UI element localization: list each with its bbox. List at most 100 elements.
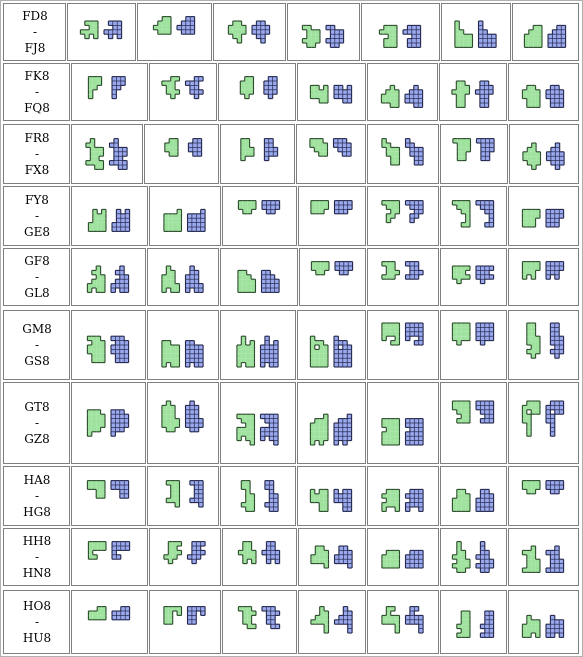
polyomino-pair-icon [439, 63, 507, 121]
polyomino-pair-icon [220, 466, 296, 526]
polyomino-pair-icon [367, 528, 439, 586]
piece-cell [440, 310, 507, 380]
piece-cell [508, 528, 579, 586]
piece-cell [222, 528, 297, 586]
row-label-from: FR8 [25, 131, 50, 145]
row-label-to: HG8 [23, 505, 51, 519]
polyomino-pair-icon [367, 466, 439, 526]
row-label-separator: - [35, 489, 39, 503]
polyomino-pair-icon [144, 124, 219, 184]
row-label-to: FJ8 [25, 41, 46, 55]
piece-cell [213, 3, 286, 61]
polyomino-pair-icon [220, 124, 295, 184]
polyomino-pair-icon [71, 528, 148, 586]
piece-cell [222, 186, 297, 246]
polyomino-pair-icon [298, 590, 366, 654]
polyomino-pair-icon [367, 63, 438, 121]
row-label-cell [3, 124, 70, 184]
piece-cell [71, 590, 148, 654]
polyomino-pair-icon [297, 310, 366, 380]
piece-cell [287, 3, 360, 61]
polyomino-pair-icon [298, 528, 366, 586]
row-label-from: GT8 [24, 400, 49, 414]
polyomino-pair-icon [71, 466, 146, 526]
polyomino-pair-icon [218, 63, 296, 121]
row-label-separator: - [35, 209, 39, 223]
table-row: GM8 - GS8 [3, 310, 579, 380]
polyomino-pair-icon [149, 590, 221, 654]
piece-cell [298, 590, 366, 654]
row-label-from: GM8 [22, 322, 52, 336]
piece-cell [147, 310, 219, 380]
polyomino-pair-icon [440, 590, 507, 654]
row-label-to: FX8 [25, 163, 50, 177]
piece-cell [220, 124, 295, 184]
table-row: FR8 - FX8 [3, 124, 579, 184]
piece-cell [298, 186, 366, 246]
polyomino-pair-icon [440, 466, 507, 526]
table-row: HH8 - HN8 [3, 528, 579, 586]
polyomino-pair-icon [296, 124, 366, 184]
piece-cell [367, 590, 439, 654]
piece-cell [296, 124, 366, 184]
piece-cell [220, 310, 296, 380]
piece-cell [297, 466, 366, 526]
piece-cell [71, 528, 148, 586]
piece-cell [508, 310, 579, 380]
piece-cell [509, 124, 579, 184]
polyomino-pair-icon [440, 124, 508, 184]
polyomino-pair-icon [508, 590, 579, 654]
row-label-to: GL8 [24, 286, 49, 300]
piece-cell [149, 590, 221, 654]
polyomino-pair-icon [297, 466, 366, 526]
piece-cell [147, 382, 219, 464]
piece-cell [71, 466, 146, 526]
row-label-cell [3, 382, 70, 464]
polyomino-pair-icon [149, 186, 221, 246]
polyomino-pair-icon [508, 186, 579, 246]
polyomino-pair-icon [508, 466, 579, 526]
piece-cell [297, 63, 366, 121]
piece-cell [71, 186, 148, 246]
polyomino-pair-icon [147, 382, 219, 464]
polyomino-pair-icon [361, 3, 440, 61]
row-label-cell [3, 186, 70, 246]
piece-cell [440, 528, 507, 586]
piece-cell [149, 186, 221, 246]
piece-cell [67, 3, 136, 61]
polyomino-pair-icon [71, 186, 148, 246]
polyomino-pair-icon [508, 528, 579, 586]
piece-cell [361, 3, 440, 61]
table-row: HO8 - HU8 [3, 590, 579, 654]
polyomino-pair-icon [220, 248, 298, 306]
polyomino-pair-icon [512, 3, 579, 61]
polyomino-pair-icon [509, 124, 579, 184]
row-label-separator: - [35, 416, 39, 430]
table-row: FY8 - GE8 [3, 186, 579, 246]
polyomino-pair-icon [71, 124, 143, 184]
piece-cell [149, 63, 217, 121]
row-label-cell [3, 590, 70, 654]
row-label-cell [3, 3, 66, 61]
piece-cell [149, 528, 221, 586]
row-label-cell [3, 466, 70, 526]
polyomino-pair-icon [213, 3, 286, 61]
polyomino-pair-icon [508, 310, 579, 380]
row-label-from: FY8 [25, 193, 49, 207]
piece-cell [440, 186, 507, 246]
piece-cell [297, 310, 366, 380]
piece-cell [440, 124, 508, 184]
piece-cell [367, 310, 439, 380]
polyomino-pair-icon [147, 310, 219, 380]
piece-cell [508, 590, 579, 654]
polyomino-pair-icon [367, 590, 439, 654]
piece-cell [439, 63, 507, 121]
polyomino-pair-icon [441, 3, 511, 61]
table-row: HA8 - HG8 [3, 466, 579, 526]
row-label-separator: - [35, 147, 39, 161]
piece-cell [222, 590, 297, 654]
polyomino-pair-icon [440, 382, 507, 464]
piece-cell [71, 63, 148, 121]
polyomino-pair-icon [220, 382, 296, 464]
